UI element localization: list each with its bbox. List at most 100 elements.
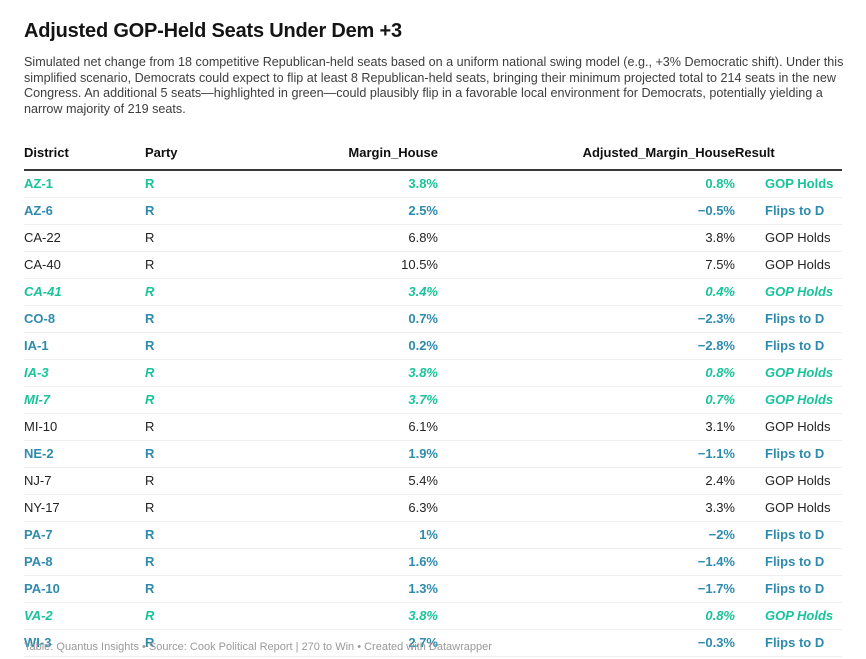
table-row: MI-7 R 3.7% 0.7% GOP Holds <box>24 386 842 415</box>
table-row: PA-8 R 1.6% −1.4% Flips to D <box>24 548 842 577</box>
page-title: Adjusted GOP-Held Seats Under Dem +3 <box>24 20 402 42</box>
cell-party: R <box>145 305 240 334</box>
cell-adjusted-margin-house: −1.7% <box>438 575 735 604</box>
cell-party: R <box>145 332 240 361</box>
cell-adjusted-margin-house: −1.4% <box>438 548 735 577</box>
cell-district: VA-2 <box>24 602 145 631</box>
cell-district: CO-8 <box>24 305 145 334</box>
table-row: CO-8 R 0.7% −2.3% Flips to D <box>24 305 842 334</box>
cell-district: AZ-6 <box>24 197 145 226</box>
cell-result: Flips to D <box>735 440 842 469</box>
table-row: NY-17 R 6.3% 3.3% GOP Holds <box>24 494 842 523</box>
table-row: CA-41 R 3.4% 0.4% GOP Holds <box>24 278 842 307</box>
cell-district: WI-3 <box>24 629 145 658</box>
cell-district: MI-10 <box>24 413 145 442</box>
cell-result: GOP Holds <box>735 170 842 199</box>
table-row: WI-3 R 2.7% −0.3% Flips to D <box>24 629 842 658</box>
cell-adjusted-margin-house: −2.3% <box>438 305 735 334</box>
cell-district: NY-17 <box>24 494 145 523</box>
cell-district: CA-22 <box>24 224 145 253</box>
column-header-result: Result <box>735 139 842 172</box>
cell-result: GOP Holds <box>735 251 842 280</box>
cell-adjusted-margin-house: 2.4% <box>438 467 735 496</box>
cell-margin-house: 0.2% <box>240 332 438 361</box>
cell-margin-house: 2.5% <box>240 197 438 226</box>
cell-margin-house: 6.1% <box>240 413 438 442</box>
cell-margin-house: 3.4% <box>240 278 438 307</box>
table-row: NJ-7 R 5.4% 2.4% GOP Holds <box>24 467 842 496</box>
cell-district: IA-3 <box>24 359 145 388</box>
cell-margin-house: 1% <box>240 521 438 550</box>
cell-margin-house: 3.7% <box>240 386 438 415</box>
cell-result: GOP Holds <box>735 602 842 631</box>
cell-adjusted-margin-house: −2.8% <box>438 332 735 361</box>
cell-adjusted-margin-house: 0.4% <box>438 278 735 307</box>
cell-party: R <box>145 170 240 199</box>
table-row: IA-3 R 3.8% 0.8% GOP Holds <box>24 359 842 388</box>
cell-party: R <box>145 359 240 388</box>
cell-party: R <box>145 278 240 307</box>
table-row: MI-10 R 6.1% 3.1% GOP Holds <box>24 413 842 442</box>
cell-party: R <box>145 413 240 442</box>
table-row: PA-10 R 1.3% −1.7% Flips to D <box>24 575 842 604</box>
cell-margin-house: 2.7% <box>240 629 438 658</box>
table-row: CA-40 R 10.5% 7.5% GOP Holds <box>24 251 842 280</box>
cell-result: GOP Holds <box>735 413 842 442</box>
cell-result: GOP Holds <box>735 494 842 523</box>
cell-margin-house: 6.3% <box>240 494 438 523</box>
cell-margin-house: 3.8% <box>240 359 438 388</box>
cell-party: R <box>145 521 240 550</box>
cell-party: R <box>145 224 240 253</box>
districts-table: District Party Margin_House Adjusted_Mar… <box>24 139 842 658</box>
attribution-footer: Table: Quantus Insights • Source: Cook P… <box>24 641 492 653</box>
cell-margin-house: 1.3% <box>240 575 438 604</box>
cell-result: Flips to D <box>735 521 842 550</box>
cell-party: R <box>145 251 240 280</box>
table-body: AZ-1 R 3.8% 0.8% GOP Holds AZ-6 R 2.5% −0.5% Flip… <box>24 170 842 658</box>
cell-party: R <box>145 602 240 631</box>
cell-margin-house: 1.9% <box>240 440 438 469</box>
cell-margin-house: 0.7% <box>240 305 438 334</box>
cell-result: Flips to D <box>735 548 842 577</box>
cell-margin-house: 5.4% <box>240 467 438 496</box>
cell-party: R <box>145 575 240 604</box>
cell-district: IA-1 <box>24 332 145 361</box>
cell-district: CA-41 <box>24 278 145 307</box>
cell-adjusted-margin-house: −2% <box>438 521 735 550</box>
cell-party: R <box>145 629 240 658</box>
cell-margin-house: 6.8% <box>240 224 438 253</box>
column-header-margin-house: Margin_House <box>240 139 438 172</box>
cell-district: PA-10 <box>24 575 145 604</box>
cell-result: Flips to D <box>735 575 842 604</box>
table-header: District Party Margin_House Adjusted_Mar… <box>24 139 842 172</box>
cell-result: GOP Holds <box>735 359 842 388</box>
cell-result: GOP Holds <box>735 278 842 307</box>
cell-result: GOP Holds <box>735 467 842 496</box>
table-row: CA-22 R 6.8% 3.8% GOP Holds <box>24 224 842 253</box>
cell-party: R <box>145 467 240 496</box>
cell-district: NJ-7 <box>24 467 145 496</box>
cell-result: GOP Holds <box>735 386 842 415</box>
cell-district: PA-8 <box>24 548 145 577</box>
cell-party: R <box>145 494 240 523</box>
cell-district: MI-7 <box>24 386 145 415</box>
cell-party: R <box>145 197 240 226</box>
cell-party: R <box>145 386 240 415</box>
chart-description: Simulated net change from 18 competitive… <box>24 55 844 116</box>
cell-district: AZ-1 <box>24 170 145 199</box>
cell-result: Flips to D <box>735 629 842 658</box>
table-row: VA-2 R 3.8% 0.8% GOP Holds <box>24 602 842 631</box>
cell-result: Flips to D <box>735 332 842 361</box>
cell-adjusted-margin-house: 0.8% <box>438 602 735 631</box>
table-row: NE-2 R 1.9% −1.1% Flips to D <box>24 440 842 469</box>
cell-adjusted-margin-house: 3.8% <box>438 224 735 253</box>
cell-adjusted-margin-house: 7.5% <box>438 251 735 280</box>
cell-adjusted-margin-house: 3.1% <box>438 413 735 442</box>
cell-adjusted-margin-house: 0.8% <box>438 359 735 388</box>
column-header-district: District <box>24 139 145 172</box>
cell-district: NE-2 <box>24 440 145 469</box>
cell-district: PA-7 <box>24 521 145 550</box>
column-header-adjusted-margin-house: Adjusted_Margin_House <box>438 139 735 172</box>
cell-result: Flips to D <box>735 197 842 226</box>
